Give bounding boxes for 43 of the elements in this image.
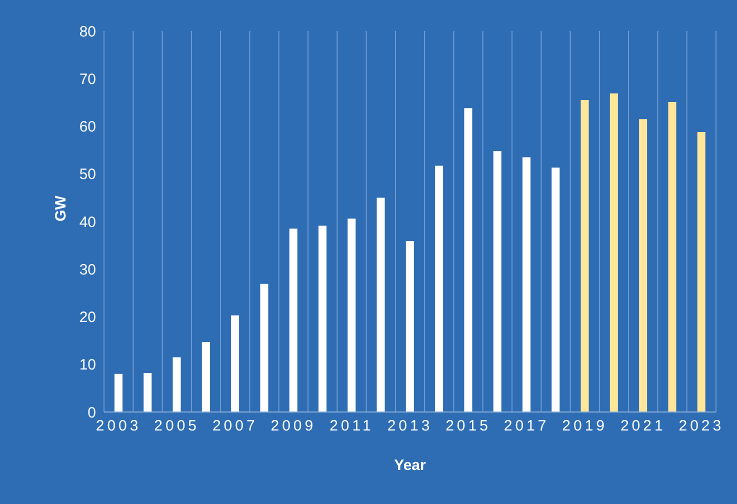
x-tick-label: 2023: [678, 418, 724, 435]
x-tick-label: 2003: [96, 418, 142, 435]
x-tick-label: 2021: [620, 418, 666, 435]
bar: [231, 315, 240, 412]
x-tick-label: 2005: [154, 418, 200, 435]
x-tick-label: 2019: [562, 418, 608, 435]
y-tick-label: 80: [79, 23, 96, 40]
bar: [435, 166, 444, 412]
bar: [144, 372, 152, 412]
x-axis-title: Year: [394, 457, 426, 474]
y-tick-label: 0: [88, 404, 96, 422]
y-tick-label: 40: [79, 214, 96, 231]
bar: [522, 157, 530, 412]
y-tick-label: 30: [79, 261, 96, 278]
y-tick-label: 60: [79, 118, 96, 136]
bar: [697, 132, 706, 412]
bar: [348, 218, 356, 412]
bar: [114, 374, 122, 412]
x-tick-label: 2007: [212, 418, 258, 435]
bar: [639, 119, 648, 412]
y-axis-title: GW: [52, 194, 70, 222]
x-tick-label: 2011: [330, 418, 374, 435]
bar: [202, 342, 210, 412]
bar: [318, 226, 326, 412]
bar: [580, 100, 589, 412]
bar: [406, 241, 414, 412]
bar: [260, 284, 268, 412]
x-tick-label: 2015: [446, 418, 491, 435]
bar: [172, 357, 181, 412]
y-tick-label: 10: [79, 356, 96, 374]
bar: [493, 151, 502, 412]
bar: [610, 93, 618, 412]
y-tick-label: 70: [79, 70, 96, 88]
bar: [376, 198, 385, 412]
bar: [552, 168, 560, 412]
bar: [668, 102, 676, 412]
y-tick-label: 50: [79, 166, 96, 184]
bar: [464, 108, 472, 412]
x-tick-label: 2009: [270, 418, 316, 435]
bar: [289, 228, 298, 412]
x-tick-label: 2013: [387, 418, 433, 435]
y-tick-label: 20: [79, 309, 96, 326]
x-tick-label: 2017: [504, 418, 550, 435]
